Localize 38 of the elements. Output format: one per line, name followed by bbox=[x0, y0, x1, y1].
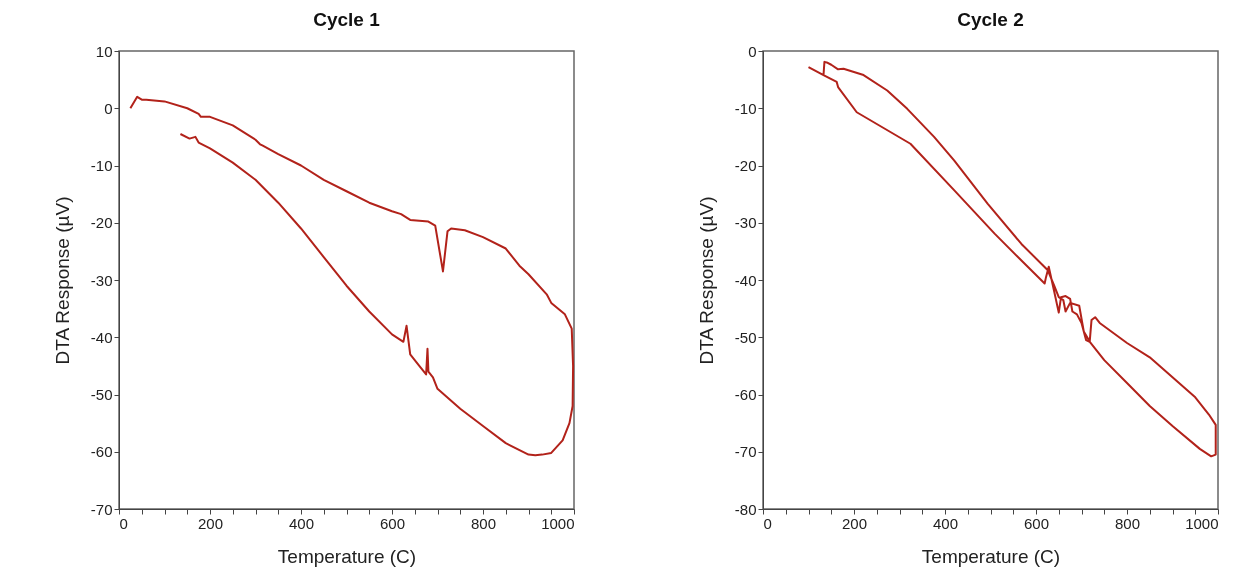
x-tick-label: 200 bbox=[197, 514, 224, 532]
x-tick-label: 0 bbox=[763, 514, 772, 532]
y-axis-title: DTA Response (µV) bbox=[51, 196, 73, 365]
y-tick-label: -10 bbox=[734, 99, 757, 117]
x-axis-title: Temperature (C) bbox=[277, 545, 417, 567]
x-axis-title: Temperature (C) bbox=[921, 545, 1061, 567]
y-tick-label: -30 bbox=[734, 214, 757, 232]
x-tick-label: 1000 bbox=[1185, 514, 1219, 532]
y-tick-label: -20 bbox=[90, 214, 113, 232]
x-tick-label: 800 bbox=[1114, 514, 1141, 532]
y-tick-label: -50 bbox=[90, 386, 113, 403]
y-tick-label: 10 bbox=[95, 42, 113, 60]
x-tick-label: 200 bbox=[841, 514, 868, 532]
y-tick-label: -80 bbox=[734, 500, 757, 518]
y-tick-label: -30 bbox=[90, 271, 113, 289]
x-tick-label: 800 bbox=[470, 514, 497, 532]
x-tick-label: 400 bbox=[932, 514, 959, 532]
y-tick-label: 0 bbox=[104, 99, 113, 117]
x-tick-label: 400 bbox=[288, 514, 315, 532]
x-tick-label: 0 bbox=[119, 514, 128, 532]
y-tick-label: 0 bbox=[748, 42, 757, 60]
y-tick-label: -10 bbox=[90, 157, 113, 174]
chart-title: Cycle 2 bbox=[957, 9, 1024, 30]
y-tick-label: -70 bbox=[90, 500, 113, 518]
x-tick-label: 600 bbox=[379, 514, 406, 532]
y-tick-label: -60 bbox=[734, 386, 757, 403]
y-tick-label: -60 bbox=[90, 443, 113, 461]
y-tick-label: -40 bbox=[90, 328, 113, 346]
x-tick-label: 600 bbox=[1023, 514, 1050, 532]
y-tick-label: -70 bbox=[734, 443, 757, 461]
line-series bbox=[807, 60, 1217, 458]
y-tick-label: -20 bbox=[734, 157, 757, 174]
y-tick-label: -50 bbox=[734, 328, 757, 346]
y-tick-label: -40 bbox=[734, 271, 757, 289]
x-tick-label: 1000 bbox=[541, 514, 575, 532]
chart-title: Cycle 1 bbox=[313, 9, 381, 30]
line-series bbox=[129, 95, 575, 457]
y-axis-title: DTA Response (µV) bbox=[695, 196, 717, 365]
